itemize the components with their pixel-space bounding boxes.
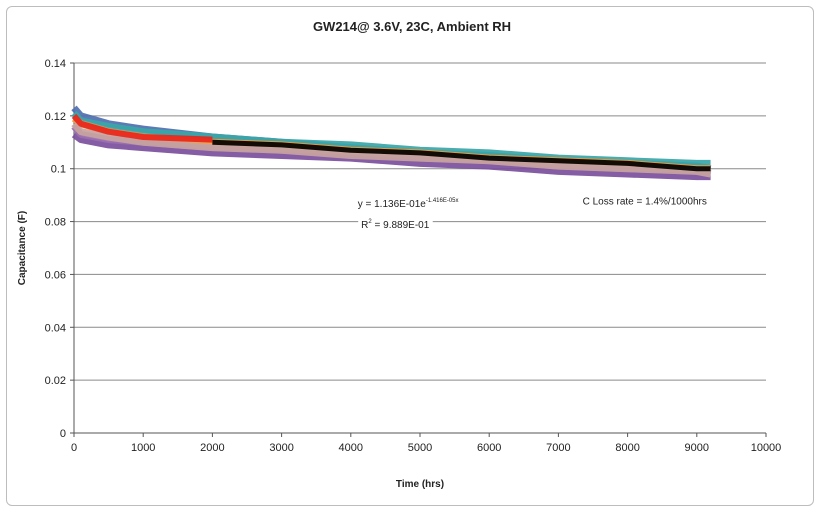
annotation-background bbox=[358, 218, 433, 233]
annotation-text-0: y = 1.136E-01e-1.416E-05x bbox=[358, 198, 459, 210]
chart-title: GW214@ 3.6V, 23C, Ambient RH bbox=[313, 19, 511, 34]
x-tick-label: 0 bbox=[71, 442, 77, 454]
data-series-line-5 bbox=[71, 121, 712, 178]
y-axis-label: Capacitance (F) bbox=[17, 211, 28, 285]
x-tick-label: 5000 bbox=[408, 442, 432, 454]
data-series-line-6 bbox=[71, 113, 213, 143]
annotation-background bbox=[579, 195, 710, 209]
x-tick-label: 6000 bbox=[477, 442, 501, 454]
annotation-text-2: C Loss rate = 1.4%/1000hrs bbox=[583, 196, 707, 207]
x-tick-label: 1000 bbox=[131, 442, 155, 454]
gridlines bbox=[74, 62, 766, 381]
y-tick-label: 0.06 bbox=[45, 269, 66, 281]
chart-frame bbox=[6, 6, 814, 506]
axes: 0 0.02 0.04 0.06 0.08 0.1 0.12 0.14 0 1000 2000 300… bbox=[45, 58, 782, 454]
data-series-line-7 bbox=[212, 139, 711, 172]
x-tick-label: 2000 bbox=[200, 442, 224, 454]
annotations: y = 1.136E-01e-1.416E-05x R2 = 9.889E-01 C… bbox=[354, 195, 710, 233]
x-axis-label: Time (hrs) bbox=[396, 479, 444, 490]
y-tick-label: 0.12 bbox=[45, 111, 66, 123]
data-series bbox=[71, 105, 712, 181]
x-tick-label: 7000 bbox=[546, 442, 570, 454]
x-tick-label: 4000 bbox=[339, 442, 363, 454]
y-tick-label: 0.08 bbox=[45, 217, 66, 229]
x-tick-label: 8000 bbox=[615, 442, 639, 454]
annotation-text-1: R2 = 9.889E-01 bbox=[361, 219, 430, 231]
y-tick-label: 0.04 bbox=[45, 322, 66, 334]
y-tick-label: 0.02 bbox=[45, 375, 66, 387]
y-tick-label: 0 bbox=[60, 428, 66, 440]
annotation-background bbox=[354, 197, 462, 212]
y-tick-label: 0.1 bbox=[51, 164, 66, 176]
x-tick-label: 3000 bbox=[269, 442, 293, 454]
x-tick-label: 9000 bbox=[685, 442, 709, 454]
y-tick-label: 0.14 bbox=[45, 58, 66, 70]
x-tick-label: 10000 bbox=[751, 442, 782, 454]
